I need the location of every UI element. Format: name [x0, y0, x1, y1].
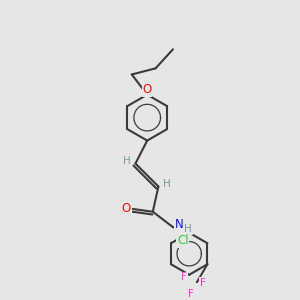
Text: Cl: Cl — [177, 234, 189, 247]
Text: O: O — [122, 202, 131, 214]
Text: F: F — [200, 278, 206, 288]
Text: N: N — [175, 218, 184, 231]
Text: H: H — [163, 179, 171, 189]
Text: H: H — [123, 156, 131, 166]
Text: O: O — [142, 83, 152, 96]
Text: H: H — [184, 224, 192, 234]
Text: F: F — [188, 289, 194, 299]
Text: F: F — [181, 272, 187, 282]
